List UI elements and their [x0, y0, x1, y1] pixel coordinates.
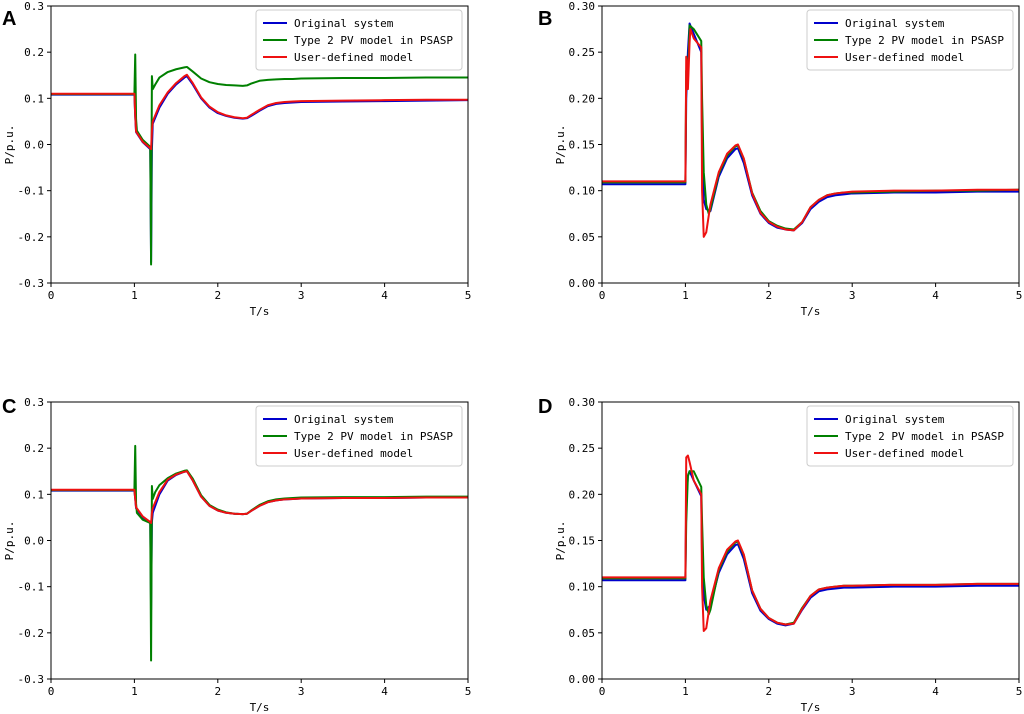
y-tick-label: -0.3	[18, 673, 45, 686]
y-tick-label: -0.2	[18, 627, 45, 640]
y-axis-label: P/p.u.	[3, 125, 16, 165]
series-line-type-2-pv-model-in-psasp	[51, 444, 468, 662]
legend-entry: User-defined model	[294, 447, 413, 460]
x-tick-label: 3	[849, 289, 856, 302]
y-axis-label: P/p.u.	[554, 521, 567, 561]
legend: Original system Type 2 PV model in PSASP U…	[255, 9, 463, 71]
x-tick-label: 0	[599, 685, 606, 698]
x-tick-label: 2	[765, 289, 772, 302]
x-tick-label: 2	[765, 685, 772, 698]
panel-letter: C	[2, 396, 16, 418]
y-tick-label: -0.1	[18, 581, 45, 594]
legend-entry: Type 2 PV model in PSASP	[294, 34, 453, 47]
x-tick-label: 4	[932, 289, 939, 302]
series-line-user-defined-model	[51, 470, 468, 524]
legend-entry: User-defined model	[294, 51, 413, 64]
y-tick-label: 0.10	[569, 185, 596, 198]
y-axis-label: P/p.u.	[3, 521, 16, 561]
x-tick-label: 1	[131, 685, 138, 698]
x-tick-label: 0	[599, 289, 606, 302]
y-tick-label: 0.1	[24, 92, 44, 105]
y-tick-label: 0.2	[24, 46, 44, 59]
x-tick-label: 1	[131, 289, 138, 302]
y-tick-label: 0.30	[569, 396, 596, 409]
y-tick-label: 0.1	[24, 488, 44, 501]
x-tick-label: 5	[465, 289, 472, 302]
x-tick-label: 3	[298, 685, 305, 698]
x-tick-label: 2	[214, 289, 221, 302]
legend: Original system Type 2 PV model in PSASP U…	[255, 405, 463, 467]
panel-letter: A	[2, 8, 16, 30]
x-tick-label: 4	[932, 685, 939, 698]
x-tick-label: 5	[465, 685, 472, 698]
x-tick-label: 1	[682, 685, 689, 698]
y-tick-label: 0.05	[569, 231, 596, 244]
legend-entry: Type 2 PV model in PSASP	[845, 34, 1004, 47]
y-tick-label: 0.3	[24, 0, 44, 13]
y-tick-label: 0.0	[24, 139, 44, 152]
x-axis-label: T/s	[801, 701, 821, 714]
legend-box	[806, 9, 1014, 71]
series-line-user-defined-model	[51, 73, 468, 151]
legend: Original system Type 2 PV model in PSASP U…	[806, 405, 1014, 467]
series-line-original-system	[602, 470, 1019, 627]
legend-entry: Original system	[845, 413, 945, 426]
y-tick-label: 0.20	[569, 92, 596, 105]
x-tick-label: 3	[298, 289, 305, 302]
panel-letter: D	[538, 396, 552, 418]
y-tick-label: 0.0	[24, 535, 44, 548]
legend-box	[255, 405, 463, 467]
y-tick-label: 0.30	[569, 0, 596, 13]
y-tick-label: 0.00	[569, 673, 596, 686]
legend-entry: Original system	[845, 17, 945, 30]
legend-entry: Original system	[294, 17, 394, 30]
series-line-user-defined-model	[602, 28, 1019, 238]
x-axis-label: T/s	[250, 701, 270, 714]
panel-b: B 0 1 2 3 4 5 0.00 0.05 0.10 0.15 0.20 0.25 0.30 T/s P/…	[538, 0, 1022, 318]
x-axis-label: T/s	[801, 305, 821, 318]
panel-a: A 0 1 2 3 4 5 -0.3 -0.2 -0.1 0.0 0.1 0.2 0.3 T/s P/p.u.…	[2, 0, 471, 318]
x-tick-label: 0	[48, 685, 55, 698]
legend-entry: User-defined model	[845, 51, 964, 64]
x-tick-label: 1	[682, 289, 689, 302]
series-line-type-2-pv-model-in-psasp	[51, 53, 468, 266]
panel-c: C 0 1 2 3 4 5 -0.3 -0.2 -0.1 0.0 0.1 0.2 0.3 T/s P/p.u.…	[2, 396, 471, 714]
legend-entry: Type 2 PV model in PSASP	[845, 430, 1004, 443]
x-tick-label: 5	[1016, 685, 1023, 698]
y-tick-label: 0.2	[24, 442, 44, 455]
x-tick-label: 0	[48, 289, 55, 302]
legend-entry: User-defined model	[845, 447, 964, 460]
series-line-user-defined-model	[602, 454, 1019, 632]
x-tick-label: 2	[214, 685, 221, 698]
y-tick-label: 0.20	[569, 488, 596, 501]
x-tick-label: 5	[1016, 289, 1023, 302]
y-tick-label: 0.00	[569, 277, 596, 290]
series-line-type-2-pv-model-in-psasp	[602, 470, 1019, 626]
legend-entry: Original system	[294, 413, 394, 426]
panel-d: D 0 1 2 3 4 5 0.00 0.05 0.10 0.15 0.20 0.25 0.30 T/s P/…	[538, 396, 1022, 714]
y-tick-label: 0.3	[24, 396, 44, 409]
panel-letter: B	[538, 8, 552, 30]
legend-box	[806, 405, 1014, 467]
legend-box	[255, 9, 463, 71]
series-line-original-system	[51, 470, 468, 611]
y-tick-label: 0.15	[569, 535, 596, 548]
x-tick-label: 4	[381, 685, 388, 698]
legend-entry: Type 2 PV model in PSASP	[294, 430, 453, 443]
y-tick-label: 0.10	[569, 581, 596, 594]
y-tick-label: 0.25	[569, 46, 596, 59]
x-tick-label: 4	[381, 289, 388, 302]
x-axis-label: T/s	[250, 305, 270, 318]
legend: Original system Type 2 PV model in PSASP U…	[806, 9, 1014, 71]
y-tick-label: -0.3	[18, 277, 45, 290]
y-tick-label: -0.1	[18, 185, 45, 198]
y-tick-label: 0.25	[569, 442, 596, 455]
y-axis-label: P/p.u.	[554, 125, 567, 165]
y-tick-label: 0.15	[569, 139, 596, 152]
series-line-original-system	[51, 75, 468, 264]
y-tick-label: -0.2	[18, 231, 45, 244]
y-tick-label: 0.05	[569, 627, 596, 640]
x-tick-label: 3	[849, 685, 856, 698]
